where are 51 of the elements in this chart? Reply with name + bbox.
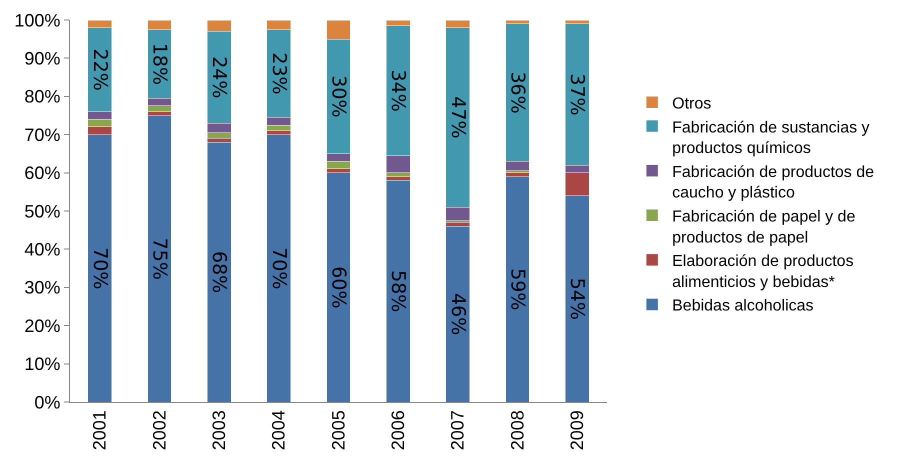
legend-label: Fabricación de papel y de productos de papel — [672, 208, 856, 246]
y-tick-label: 30% — [24, 278, 60, 298]
y-tick-label: 20% — [24, 316, 60, 336]
y-tick-label: 90% — [24, 48, 60, 68]
data-label: 68% — [208, 251, 230, 294]
bar — [266, 134, 291, 402]
y-tick-label: 70% — [24, 124, 60, 145]
bar — [206, 142, 232, 402]
bar — [147, 115, 172, 402]
x-tick-label: 2008 — [507, 410, 528, 450]
data-label: 23% — [268, 52, 290, 95]
legend-label: Bebidas alcoholicas — [672, 298, 814, 315]
legend-label: Otros — [672, 96, 712, 112]
y-tick-label: 40% — [24, 240, 60, 260]
x-tick-label: 2007 — [448, 410, 468, 450]
data-label: 47% — [446, 96, 469, 139]
y-tick-label: 80% — [24, 86, 60, 107]
y-tick-label: 0% — [34, 392, 60, 412]
data-label: 75% — [148, 238, 170, 280]
data-label: 36% — [506, 71, 528, 114]
legend-label: Fabricación de productos de caucho y plástico — [672, 164, 874, 202]
data-label: 70% — [268, 247, 290, 290]
legend-label: Fabricación de sustancias y productos químicos — [672, 119, 870, 158]
data-label: 46% — [446, 293, 469, 336]
y-tick-label: 100% — [14, 10, 60, 30]
data-label: 37% — [566, 73, 588, 116]
y-tick-label: 60% — [24, 163, 60, 184]
data-label: 22% — [88, 48, 111, 91]
data-label: 54% — [566, 278, 588, 320]
x-tick-label: 2003 — [209, 410, 230, 450]
x-tick-label: 2006 — [388, 410, 408, 450]
data-label: 34% — [387, 70, 410, 112]
data-label: 58% — [387, 270, 410, 312]
bar — [446, 226, 470, 402]
data-label: 59% — [506, 268, 528, 310]
bar — [386, 180, 410, 402]
data-label: 18% — [148, 42, 170, 86]
x-tick-label: 2004 — [268, 410, 289, 450]
data-label: 70% — [88, 247, 111, 290]
y-tick-label: 10% — [24, 354, 60, 374]
x-tick-label: 2002 — [149, 410, 170, 450]
legend-label: Elaboración de productos alimenticios y bebidas* — [672, 253, 854, 291]
x-tick-label: 2005 — [328, 410, 348, 450]
data-label: 30% — [327, 75, 350, 118]
x-tick-label: 2001 — [90, 410, 110, 450]
data-label: 24% — [208, 56, 230, 98]
y-tick-label: 50% — [24, 201, 60, 222]
bar — [505, 176, 530, 402]
x-tick-label: 2009 — [566, 410, 587, 450]
bar — [326, 172, 351, 402]
data-label: 60% — [327, 266, 350, 309]
